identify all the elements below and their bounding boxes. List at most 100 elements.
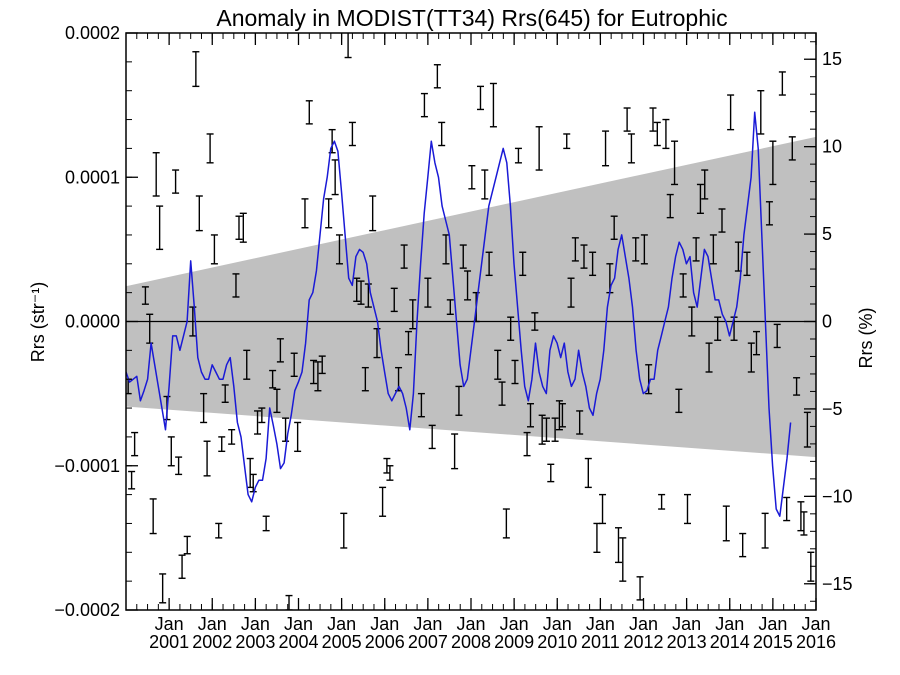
error-bar <box>511 359 519 385</box>
error-bar <box>361 366 369 392</box>
error-bar <box>232 273 240 298</box>
error-bar <box>152 152 160 197</box>
x-tick-year-label: 2002 <box>192 632 232 652</box>
error-bar <box>551 417 559 442</box>
error-bar <box>273 388 281 414</box>
error-bar <box>701 169 709 200</box>
x-tick-month-label: Jan <box>370 614 399 634</box>
y-tick-label: 0.0001 <box>65 167 120 187</box>
error-bar <box>146 313 154 344</box>
series-line <box>126 111 792 517</box>
y-tick-label: 0.0002 <box>65 23 120 43</box>
y-axis-title: Rrs (str⁻¹) <box>28 282 48 362</box>
x-tick-month-label: Jan <box>672 614 701 634</box>
error-bar <box>623 107 631 132</box>
error-bar <box>192 51 200 88</box>
error-bar <box>498 381 506 406</box>
x-tick-year-label: 2005 <box>322 632 362 652</box>
x-tick-year-label: 2006 <box>365 632 405 652</box>
error-bar <box>683 493 691 525</box>
error-bar <box>254 410 262 435</box>
x-tick-month-label: Jan <box>327 614 356 634</box>
y2-tick-label: −5 <box>822 399 843 419</box>
error-bar <box>178 554 186 579</box>
error-bar <box>206 133 214 164</box>
x-tick-month-label: Jan <box>198 614 227 634</box>
error-bar <box>727 94 735 131</box>
error-bar <box>357 280 365 305</box>
x-tick-month-label: Jan <box>413 614 442 634</box>
error-bar <box>610 215 618 240</box>
error-bar <box>438 121 446 147</box>
error-bar <box>696 183 704 215</box>
error-bar <box>709 234 717 265</box>
x-tick-month-label: Jan <box>629 614 658 634</box>
x-tick-month-label: Jan <box>284 614 313 634</box>
error-bar <box>305 100 313 125</box>
error-bar <box>386 465 394 481</box>
error-bar <box>531 312 539 331</box>
x-tick-month-label: Jan <box>241 614 270 634</box>
x-tick-year-label: 2007 <box>408 632 448 652</box>
error-bar <box>739 532 747 558</box>
error-bar <box>523 431 531 457</box>
x-tick-year-label: 2012 <box>623 632 663 652</box>
error-bar <box>563 133 571 150</box>
error-bar <box>159 573 167 604</box>
y2-axis-title: Rrs (%) <box>856 308 876 369</box>
error-bar <box>325 198 333 229</box>
x-tick-year-label: 2009 <box>494 632 534 652</box>
error-bar <box>589 251 597 277</box>
x-tick-month-label: Jan <box>500 614 529 634</box>
error-bar <box>369 195 377 232</box>
x-tick-month-label: Jan <box>801 614 830 634</box>
error-bar <box>679 273 687 298</box>
error-bar <box>172 169 180 194</box>
error-bar <box>567 277 575 308</box>
error-bar <box>331 159 339 196</box>
x-tick-month-label: Jan <box>155 614 184 634</box>
error-bar <box>527 403 535 428</box>
x-tick-year-label: 2015 <box>753 632 793 652</box>
error-bar <box>442 234 450 265</box>
error-bar <box>761 512 769 549</box>
x-tick-month-label: Jan <box>758 614 787 634</box>
error-bar <box>599 493 607 525</box>
plot-area: −0.0002 −0.0001 0.0000 0.0001 0.0002 −15 −10 −5… <box>54 23 852 652</box>
error-bar <box>614 527 622 564</box>
error-bar <box>714 316 722 341</box>
error-bar <box>282 417 290 442</box>
error-bar <box>318 355 326 375</box>
error-bar <box>373 328 381 359</box>
error-bar <box>535 126 543 171</box>
error-bar <box>649 107 657 132</box>
error-bar <box>285 594 293 610</box>
error-bar <box>390 287 398 313</box>
error-bar <box>584 457 592 489</box>
error-bar <box>542 417 550 442</box>
error-bar <box>424 277 432 308</box>
error-bar <box>692 237 700 262</box>
y2-tick-label: −10 <box>822 486 853 506</box>
error-bar <box>428 424 436 450</box>
error-bar <box>627 133 635 164</box>
error-bar <box>619 537 627 582</box>
error-bar <box>290 352 298 378</box>
error-bar <box>446 299 454 315</box>
error-bar <box>718 208 726 233</box>
y2-tick-label: 15 <box>822 49 842 69</box>
x-tick-year-label: 2016 <box>796 632 836 652</box>
error-bar <box>404 330 412 356</box>
error-bar <box>189 306 197 337</box>
error-bar <box>662 118 670 150</box>
error-bar <box>555 400 563 431</box>
error-bar <box>364 283 372 308</box>
error-bar <box>671 140 679 186</box>
error-bar <box>485 251 493 277</box>
error-bar <box>653 121 661 147</box>
error-bar <box>269 369 277 389</box>
error-bar <box>276 338 284 363</box>
x-tick-year-label: 2004 <box>278 632 318 652</box>
error-bar <box>294 421 302 453</box>
